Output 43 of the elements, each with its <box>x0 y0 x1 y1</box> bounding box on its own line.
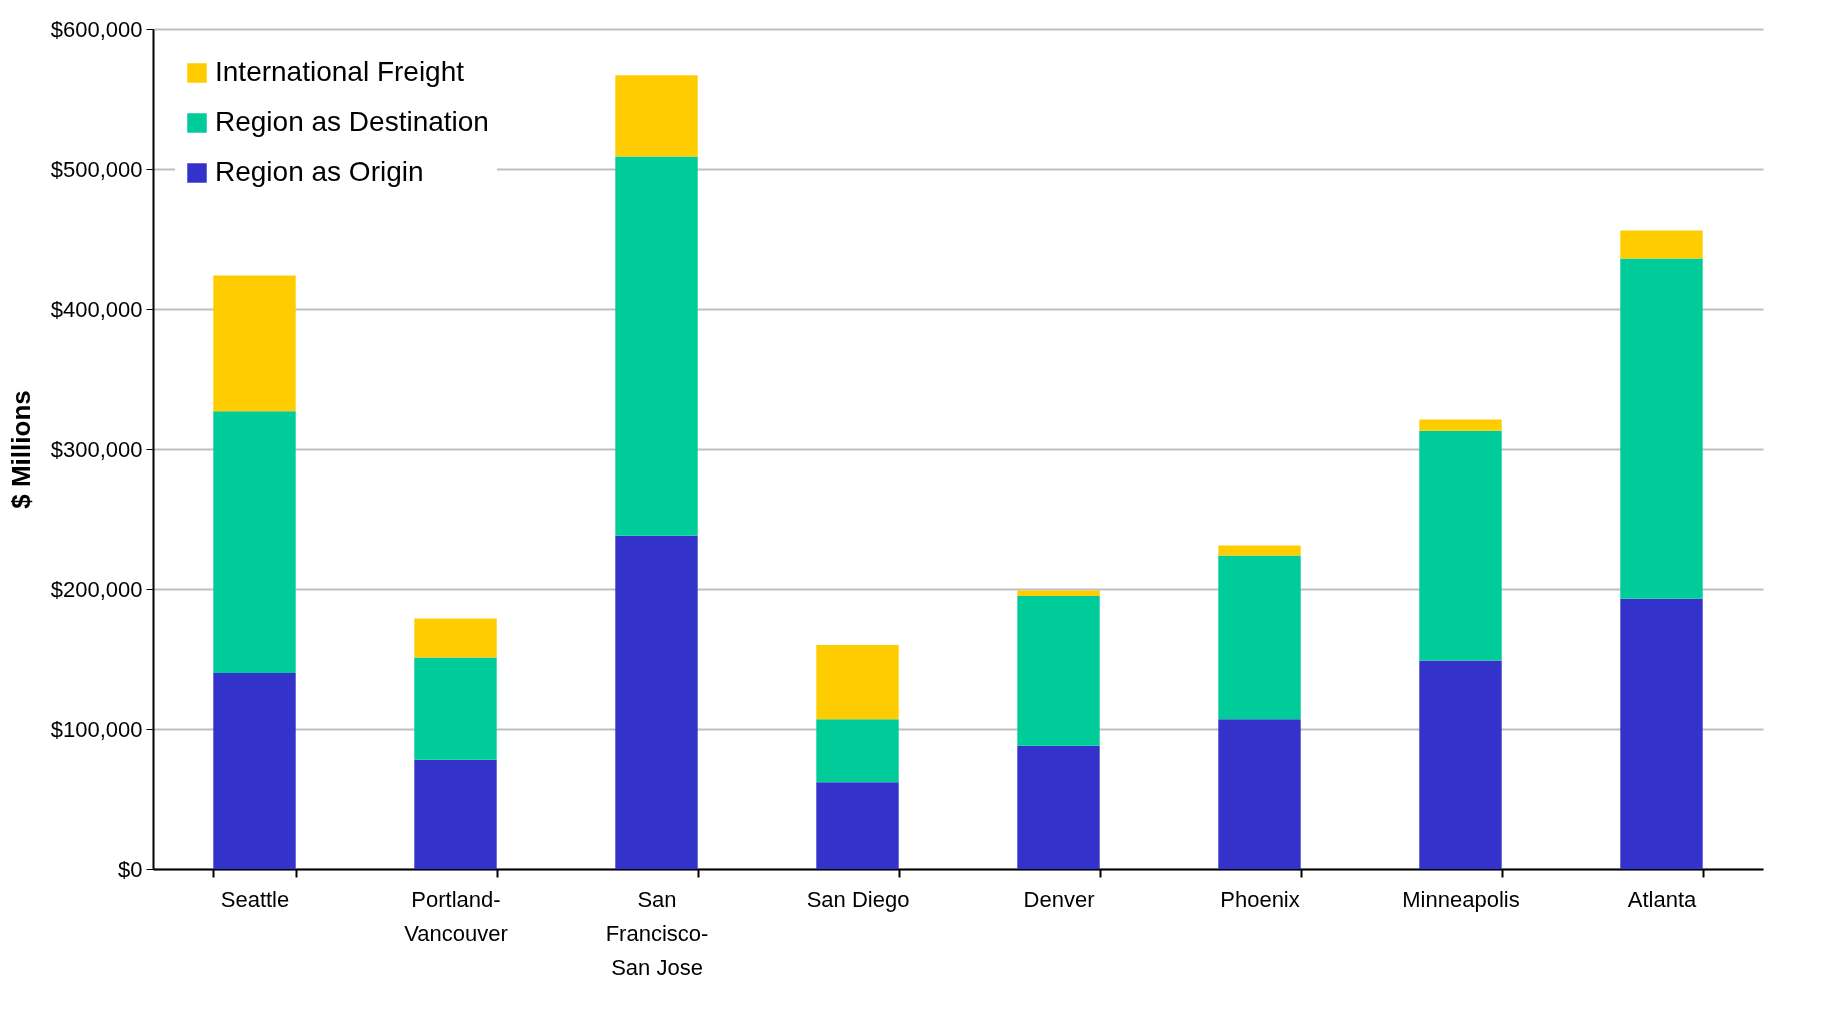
y-tick-label: $500,000 <box>50 156 143 182</box>
x-tick-label: Seattle <box>220 886 290 912</box>
bar <box>816 719 899 783</box>
bar <box>414 759 497 869</box>
bar <box>213 275 296 412</box>
bar <box>1218 719 1301 869</box>
bar <box>1017 745 1100 869</box>
bar <box>1218 545 1301 556</box>
legend-label: Region as Origin <box>215 156 424 187</box>
x-tick-label: San Diego <box>806 886 910 912</box>
y-tick-label: $100,000 <box>50 716 143 742</box>
bar <box>414 657 497 760</box>
x-tick-label: Denver <box>1023 886 1095 912</box>
bar <box>615 156 698 536</box>
y-tick-label: $600,000 <box>50 16 143 42</box>
bar <box>816 782 899 869</box>
bar <box>414 618 497 658</box>
bar <box>1419 430 1502 661</box>
bar <box>1017 590 1100 596</box>
y-tick-label: $300,000 <box>50 436 143 462</box>
legend-label: Region as Destination <box>215 106 489 137</box>
bar <box>615 75 698 157</box>
bar <box>1620 598 1703 869</box>
y-tick-label: $0 <box>118 856 143 882</box>
bar <box>213 411 296 673</box>
bar <box>1419 419 1502 431</box>
y-tick-label: $200,000 <box>50 576 143 602</box>
bar <box>615 535 698 869</box>
bar <box>1620 230 1703 259</box>
y-axis-title: $ Millions <box>5 390 36 509</box>
bar <box>213 673 296 869</box>
bar <box>1620 258 1703 599</box>
legend-label: International Freight <box>215 56 465 87</box>
bar <box>1419 660 1502 869</box>
bar <box>1218 555 1301 720</box>
bar <box>1017 596 1100 746</box>
x-tick-label: San Francisco-San Jose <box>605 886 709 980</box>
y-tick-label: $400,000 <box>50 296 143 322</box>
x-tick-label: Atlanta <box>1627 886 1697 912</box>
x-tick-label: Phoenix <box>1220 886 1300 912</box>
x-tick-label: Minneapolis <box>1402 886 1520 912</box>
x-tick-label: Portland-Vancouver <box>404 886 508 946</box>
bar <box>816 645 899 720</box>
